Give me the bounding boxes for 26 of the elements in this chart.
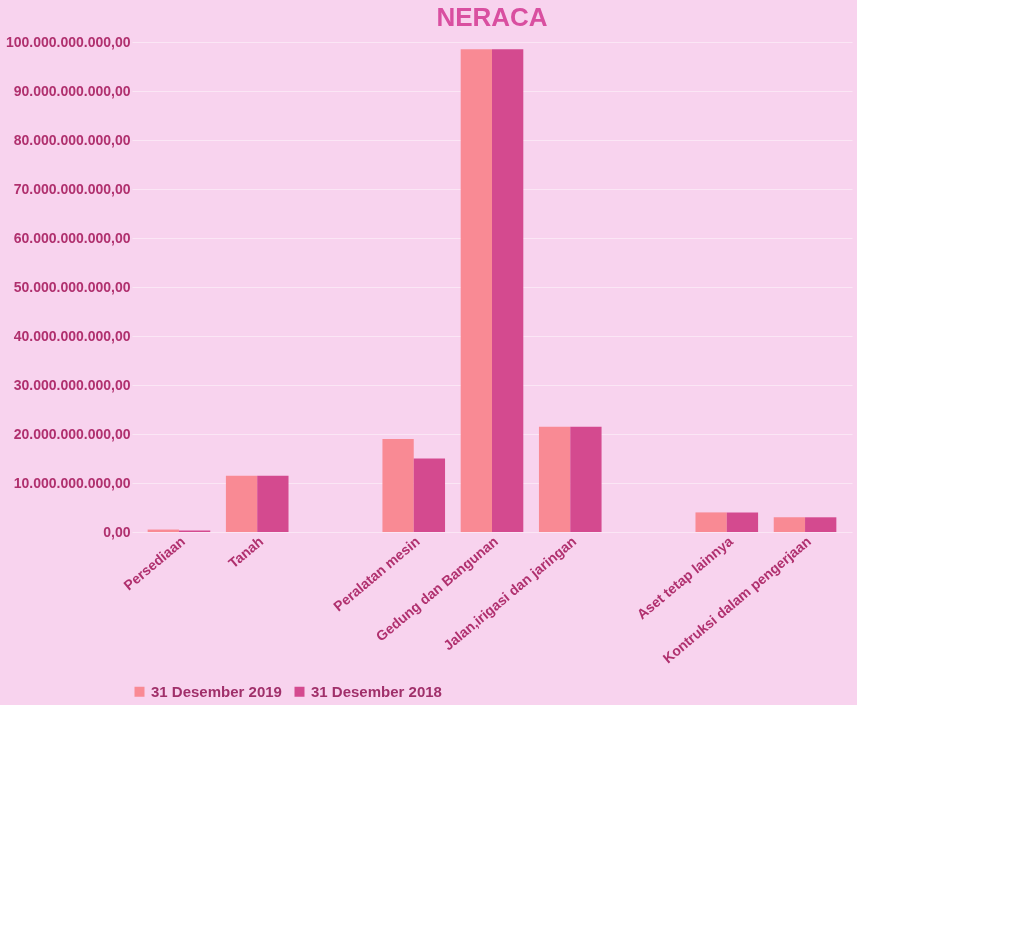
bar [695,512,727,532]
bar [538,426,571,532]
chart-title: NERACA [436,2,548,32]
bar [382,438,414,532]
bar [773,517,806,532]
y-tick-label: 0,00 [103,523,131,540]
y-tick-label: 10.000.000.000,00 [13,474,131,491]
y-tick-label: 60.000.000.000,00 [13,229,131,246]
bar [570,426,602,532]
y-tick-label: 30.000.000.000,00 [13,376,131,393]
y-tick-label: 100.000.000.000,00 [5,33,131,50]
legend-label: 31 Desember 2018 [311,682,442,700]
bar [460,49,492,532]
y-tick-label: 70.000.000.000,00 [13,180,131,197]
legend-label: 31 Desember 2019 [151,682,282,700]
y-tick-label: 20.000.000.000,00 [13,425,131,442]
bar [225,475,258,532]
bar [726,512,759,532]
y-tick-label: 80.000.000.000,00 [13,131,131,148]
bar [257,475,289,532]
y-tick-label: 90.000.000.000,00 [13,82,131,99]
bar [492,49,524,532]
y-tick-label: 50.000.000.000,00 [13,278,131,295]
y-tick-label: 40.000.000.000,00 [13,327,131,344]
bar [805,517,837,532]
bar [413,458,446,532]
